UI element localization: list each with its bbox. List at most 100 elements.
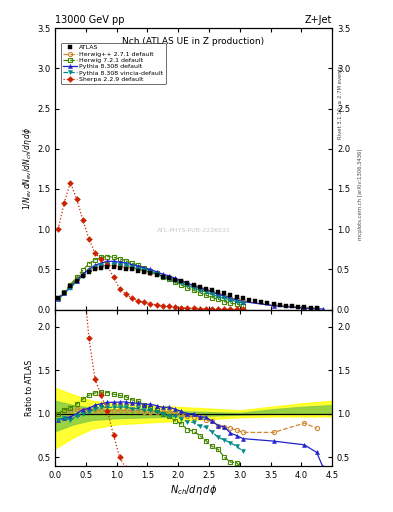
Pythia 8.308 vincia-default bbox=[216, 294, 220, 300]
Pythia 8.308 vincia-default bbox=[130, 264, 134, 270]
Pythia 8.308 vincia-default bbox=[234, 298, 239, 305]
Pythia 8.308 default bbox=[314, 306, 319, 312]
Herwig 7.2.1 default bbox=[154, 270, 159, 276]
Sherpa 2.2.9 default bbox=[234, 306, 239, 312]
ATLAS bbox=[74, 278, 79, 284]
Herwig 7.2.1 default bbox=[204, 292, 208, 298]
Sherpa 2.2.9 default bbox=[173, 304, 177, 310]
Herwig 7.2.1 default bbox=[136, 262, 141, 268]
ATLAS bbox=[142, 269, 147, 275]
ATLAS bbox=[228, 292, 233, 298]
Herwig 7.2.1 default bbox=[185, 285, 190, 291]
Herwig++ 2.7.1 default bbox=[154, 271, 159, 278]
Pythia 8.308 default bbox=[136, 263, 141, 269]
Herwig++ 2.7.1 default bbox=[173, 277, 177, 283]
ATLAS bbox=[277, 302, 282, 308]
Text: Rivet 3.1.10, ≥ 2.7M events: Rivet 3.1.10, ≥ 2.7M events bbox=[338, 66, 343, 139]
Pythia 8.308 vincia-default bbox=[136, 266, 141, 272]
Pythia 8.308 default bbox=[179, 278, 184, 284]
Pythia 8.308 default bbox=[81, 271, 85, 278]
Pythia 8.308 default bbox=[320, 306, 325, 312]
Herwig 7.2.1 default bbox=[130, 260, 134, 266]
ATLAS bbox=[117, 265, 122, 271]
Sherpa 2.2.9 default bbox=[68, 180, 73, 186]
Herwig++ 2.7.1 default bbox=[130, 265, 134, 271]
Sherpa 2.2.9 default bbox=[136, 297, 141, 304]
Pythia 8.308 vincia-default bbox=[56, 296, 61, 302]
Pythia 8.308 vincia-default bbox=[81, 273, 85, 279]
ATLAS bbox=[204, 286, 208, 292]
Pythia 8.308 vincia-default bbox=[86, 268, 91, 274]
ATLAS bbox=[308, 305, 313, 311]
Herwig++ 2.7.1 default bbox=[99, 263, 104, 269]
Herwig 7.2.1 default bbox=[68, 282, 73, 288]
ATLAS bbox=[111, 264, 116, 270]
ATLAS bbox=[123, 266, 128, 272]
Line: Herwig 7.2.1 default: Herwig 7.2.1 default bbox=[56, 254, 245, 308]
Line: Pythia 8.308 default: Pythia 8.308 default bbox=[56, 259, 325, 311]
Sherpa 2.2.9 default bbox=[241, 306, 245, 312]
Text: 13000 GeV pp: 13000 GeV pp bbox=[55, 15, 125, 26]
Herwig 7.2.1 default bbox=[160, 273, 165, 280]
Sherpa 2.2.9 default bbox=[74, 196, 79, 202]
Sherpa 2.2.9 default bbox=[216, 306, 220, 312]
Sherpa 2.2.9 default bbox=[86, 236, 91, 242]
Herwig 7.2.1 default bbox=[191, 287, 196, 293]
Sherpa 2.2.9 default bbox=[185, 305, 190, 311]
Pythia 8.308 vincia-default bbox=[210, 291, 215, 297]
Herwig 7.2.1 default bbox=[179, 282, 184, 288]
Herwig 7.2.1 default bbox=[99, 254, 104, 261]
Line: Pythia 8.308 vincia-default: Pythia 8.308 vincia-default bbox=[56, 262, 245, 305]
Pythia 8.308 vincia-default bbox=[167, 276, 171, 282]
Herwig++ 2.7.1 default bbox=[160, 273, 165, 279]
ATLAS bbox=[210, 287, 215, 293]
Pythia 8.308 vincia-default bbox=[142, 267, 147, 273]
Pythia 8.308 default bbox=[167, 273, 171, 279]
Sherpa 2.2.9 default bbox=[154, 302, 159, 308]
ATLAS bbox=[56, 295, 61, 302]
Herwig++ 2.7.1 default bbox=[210, 289, 215, 295]
Pythia 8.308 default bbox=[234, 297, 239, 303]
Pythia 8.308 default bbox=[271, 303, 276, 309]
Pythia 8.308 default bbox=[130, 262, 134, 268]
Pythia 8.308 default bbox=[142, 265, 147, 271]
Pythia 8.308 vincia-default bbox=[74, 279, 79, 285]
Sherpa 2.2.9 default bbox=[167, 303, 171, 309]
ATLAS bbox=[167, 275, 171, 281]
Pythia 8.308 vincia-default bbox=[173, 278, 177, 284]
ATLAS bbox=[93, 266, 97, 272]
Herwig 7.2.1 default bbox=[222, 298, 227, 305]
Sherpa 2.2.9 default bbox=[142, 300, 147, 306]
Sherpa 2.2.9 default bbox=[81, 217, 85, 223]
ATLAS bbox=[265, 300, 270, 306]
Pythia 8.308 vincia-default bbox=[117, 262, 122, 268]
Sherpa 2.2.9 default bbox=[130, 295, 134, 302]
Pythia 8.308 default bbox=[228, 295, 233, 302]
Sherpa 2.2.9 default bbox=[191, 305, 196, 311]
Sherpa 2.2.9 default bbox=[93, 250, 97, 257]
Herwig++ 2.7.1 default bbox=[105, 262, 110, 268]
Pythia 8.308 default bbox=[222, 293, 227, 299]
X-axis label: $N_{ch}/d\eta\,d\phi$: $N_{ch}/d\eta\,d\phi$ bbox=[170, 482, 217, 497]
Text: Nch (ATLAS UE in Z production): Nch (ATLAS UE in Z production) bbox=[123, 36, 264, 46]
Herwig++ 2.7.1 default bbox=[93, 265, 97, 271]
Line: ATLAS: ATLAS bbox=[56, 265, 319, 311]
ATLAS bbox=[271, 301, 276, 307]
Y-axis label: $1/N_{ev}\,dN_{ev}/dN_{ch}/d\eta\,d\phi$: $1/N_{ev}\,dN_{ev}/dN_{ch}/d\eta\,d\phi$ bbox=[21, 127, 34, 210]
Herwig 7.2.1 default bbox=[74, 274, 79, 281]
Pythia 8.308 default bbox=[154, 269, 159, 275]
Pythia 8.308 vincia-default bbox=[68, 285, 73, 291]
Line: Sherpa 2.2.9 default: Sherpa 2.2.9 default bbox=[56, 180, 245, 311]
Herwig++ 2.7.1 default bbox=[216, 291, 220, 297]
Herwig++ 2.7.1 default bbox=[123, 264, 128, 270]
Herwig++ 2.7.1 default bbox=[228, 294, 233, 301]
Pythia 8.308 default bbox=[302, 305, 307, 311]
Pythia 8.308 vincia-default bbox=[179, 280, 184, 286]
Pythia 8.308 vincia-default bbox=[111, 261, 116, 267]
Pythia 8.308 vincia-default bbox=[241, 300, 245, 306]
Pythia 8.308 vincia-default bbox=[62, 290, 67, 296]
Herwig++ 2.7.1 default bbox=[271, 302, 276, 308]
ATLAS bbox=[62, 290, 67, 296]
Herwig++ 2.7.1 default bbox=[167, 274, 171, 281]
Herwig 7.2.1 default bbox=[241, 303, 245, 309]
